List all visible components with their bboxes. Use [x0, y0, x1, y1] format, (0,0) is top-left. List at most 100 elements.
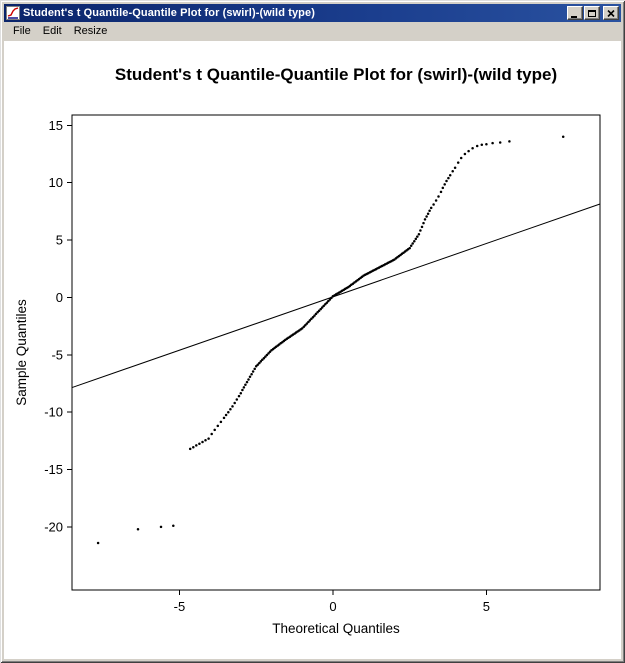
y-tick-label: -10 — [44, 405, 63, 420]
close-button[interactable] — [603, 6, 619, 20]
data-point — [300, 327, 304, 330]
data-point — [310, 317, 313, 321]
menu-edit[interactable]: Edit — [42, 25, 62, 37]
data-point — [445, 179, 448, 183]
x-tick-label: -5 — [174, 599, 186, 614]
data-point — [172, 524, 175, 527]
y-axis-label: Sample Quantiles — [14, 299, 29, 406]
data-point — [96, 541, 100, 545]
minimize-button[interactable] — [567, 6, 583, 20]
data-point — [561, 135, 565, 139]
data-point — [425, 215, 428, 218]
data-point — [244, 383, 247, 386]
data-point — [319, 307, 322, 311]
data-point — [235, 398, 239, 401]
y-tick-label: -5 — [51, 347, 63, 362]
y-tick-label: 0 — [56, 290, 63, 305]
data-point — [409, 244, 413, 248]
data-point — [456, 161, 460, 164]
window-controls — [567, 6, 619, 20]
data-point — [254, 365, 258, 368]
data-point — [192, 445, 195, 449]
data-point — [268, 350, 272, 354]
data-point — [245, 380, 249, 384]
plot-title: Student's t Quantile-Quantile Plot for (… — [115, 65, 557, 84]
data-point — [437, 195, 440, 198]
data-point — [491, 141, 494, 145]
data-point — [325, 301, 329, 304]
data-point — [267, 352, 270, 355]
close-icon — [607, 9, 615, 17]
data-point — [261, 358, 264, 362]
data-point — [304, 323, 307, 327]
data-point — [216, 424, 220, 428]
menu-file[interactable]: File — [13, 25, 31, 37]
maximize-button[interactable] — [584, 6, 600, 20]
y-tick-label: 15 — [49, 118, 63, 133]
data-point — [314, 312, 318, 316]
data-point — [429, 206, 433, 210]
data-point — [467, 149, 470, 153]
data-point — [264, 355, 267, 358]
data-point — [188, 447, 192, 451]
titlebar[interactable]: Student's t Quantile-Quantile Plot for (… — [4, 4, 621, 22]
data-point — [242, 386, 246, 389]
window-title: Student's t Quantile-Quantile Plot for (… — [23, 7, 315, 19]
data-point — [251, 370, 255, 373]
data-point — [417, 233, 421, 236]
data-point — [328, 298, 332, 301]
data-point — [463, 152, 467, 156]
minimize-icon — [570, 15, 577, 18]
data-point — [322, 304, 325, 308]
data-point — [411, 242, 414, 245]
data-point — [219, 420, 223, 424]
data-point — [439, 190, 443, 194]
data-point — [316, 311, 319, 314]
reference-line — [71, 203, 601, 389]
data-point — [256, 363, 259, 366]
data-point — [307, 320, 310, 324]
y-tick-label: 10 — [49, 175, 63, 190]
data-point — [459, 156, 463, 160]
data-point — [253, 367, 256, 371]
data-point — [213, 428, 216, 432]
data-point — [448, 173, 452, 177]
data-point — [305, 322, 309, 325]
data-point — [471, 147, 474, 150]
data-point — [420, 225, 424, 229]
data-point — [423, 218, 427, 221]
data-point — [447, 176, 450, 180]
data-point — [233, 401, 236, 405]
data-point — [416, 235, 419, 238]
data-point — [324, 303, 327, 306]
data-point — [317, 309, 321, 312]
data-point — [330, 296, 333, 300]
data-point — [237, 394, 241, 398]
data-point — [408, 246, 411, 250]
data-point — [247, 378, 250, 381]
data-point — [419, 229, 422, 232]
menu-resize[interactable]: Resize — [73, 25, 108, 37]
data-point — [485, 143, 488, 146]
qq-plot: Student's t Quantile-Quantile Plot for (… — [14, 65, 601, 636]
data-point — [259, 360, 263, 363]
data-point — [248, 375, 252, 379]
data-point — [159, 525, 163, 529]
data-point — [258, 361, 261, 365]
menu-bar: File Edit Resize — [4, 22, 621, 40]
data-point — [453, 166, 457, 170]
y-tick-label: -20 — [44, 519, 63, 534]
data-point — [241, 388, 244, 392]
data-point — [204, 439, 207, 442]
x-axis-label: Theoretical Quantiles — [272, 621, 400, 636]
y-tick-label: -15 — [44, 462, 63, 477]
data-point — [308, 319, 312, 322]
data-point — [302, 325, 306, 329]
data-point — [422, 221, 425, 225]
data-point — [451, 169, 454, 173]
x-tick-label: 5 — [483, 599, 490, 614]
maximize-icon — [588, 9, 596, 17]
y-tick-label: 5 — [56, 233, 63, 248]
data-point — [222, 416, 226, 420]
